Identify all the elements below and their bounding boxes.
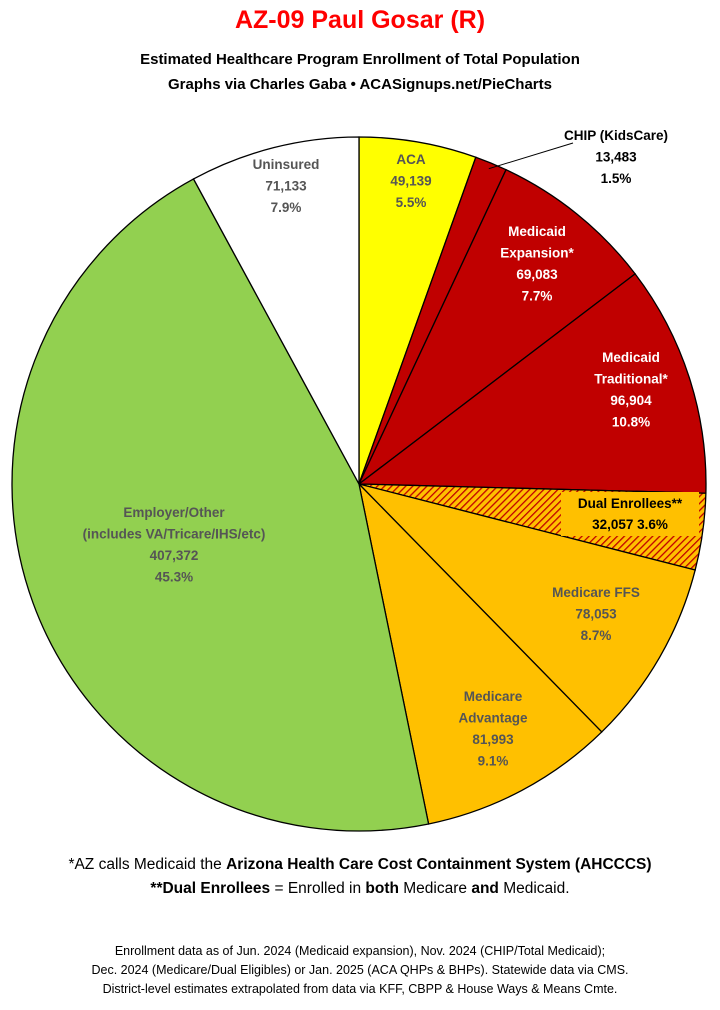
slice-label-line: Medicaid: [508, 224, 566, 239]
data-sources-footer: Enrollment data as of Jun. 2024 (Medicai…: [0, 942, 720, 999]
slice-label-dual-enrollees: Dual Enrollees** 32,057 3.6%: [561, 492, 699, 536]
slice-label-line: Medicaid: [602, 350, 660, 365]
slice-label-line: Dual Enrollees**: [578, 496, 683, 511]
slice-label-line: CHIP (KidsCare): [564, 128, 668, 143]
slice-label-line: Traditional*: [594, 372, 668, 387]
slice-label-medicaid-expansion: Medicaid Expansion* 69,083 7.7%: [500, 224, 574, 304]
footnote-dual-text-1: = Enrolled in: [270, 880, 366, 897]
slice-label-line: 81,993: [472, 732, 514, 747]
pie-slice-medicaid-expansion: [358, 168, 637, 485]
chip-leader-line: [488, 142, 574, 170]
slice-label-medicare-ffs: Medicare FFS 78,053 8.7%: [552, 585, 640, 643]
slice-label-employer-other-includes-va-tricare-ihs-etc: Employer/Other (includes VA/Tricare/IHS/e…: [83, 505, 266, 585]
pie-labels: ACA 49,139 5.5% CHIP (KidsCare) 13,483 1.5% Me…: [83, 128, 699, 769]
footer-line-1: Enrollment data as of Jun. 2024 (Medicai…: [114, 944, 606, 958]
slice-label-line: 71,133: [265, 179, 307, 194]
chart-subtitle: Estimated Healthcare Program Enrollment …: [140, 51, 580, 68]
slice-label-line: 78,053: [575, 607, 617, 622]
chart-credit: Graphs via Charles Gaba • ACASignups.net…: [168, 76, 552, 93]
slice-label-line: 7.9%: [271, 200, 302, 215]
slice-label-line: Uninsured: [253, 157, 320, 172]
footer-line-3: District-level estimates extrapolated fr…: [102, 982, 618, 996]
footnote-dual-enrollees: **Dual Enrollees = Enrolled in both Medi…: [0, 880, 720, 898]
slice-label-line: Medicare FFS: [552, 585, 640, 600]
slice-label-medicare-advantage: Medicare Advantage 81,993 9.1%: [458, 689, 528, 769]
slice-label-line: 8.7%: [581, 628, 612, 643]
slice-label-line: 69,083: [516, 267, 558, 282]
pie-slice-uninsured: [192, 136, 360, 485]
footnote-ahcccs: *AZ calls Medicaid the Arizona Health Ca…: [0, 856, 720, 874]
slice-label-line: Expansion*: [500, 246, 574, 261]
slice-label-uninsured: Uninsured 71,133 7.9%: [253, 157, 320, 215]
slice-label-line: 7.7%: [522, 289, 553, 304]
footer-line-2: Dec. 2024 (Medicare/Dual Eligibles) or J…: [91, 963, 629, 977]
slice-label-line: 407,372: [150, 548, 199, 563]
footnote-dual-both: both: [365, 880, 399, 897]
pie-slices: [11, 136, 707, 832]
pie-slice-medicare-ffs: [356, 482, 696, 733]
slice-label-aca: ACA 49,139 5.5%: [390, 152, 431, 210]
footnote-dual-text-2: Medicare: [398, 880, 472, 897]
slice-label-line: 49,139: [390, 174, 431, 189]
slice-label-line: Medicare: [464, 689, 523, 704]
slice-label-line: 5.5%: [396, 195, 427, 210]
slice-label-line: (includes VA/Tricare/IHS/etc): [83, 527, 266, 542]
slice-label-line: Employer/Other: [123, 505, 225, 520]
slice-label-line: 9.1%: [478, 754, 509, 769]
slice-label-line: 1.5%: [601, 171, 632, 186]
pie-slice-medicaid-traditional: [357, 272, 707, 494]
dual-label-background: [561, 492, 699, 536]
slice-label-line: 13,483: [595, 150, 637, 165]
pie-slice-employer-other-includes-va-tricare-ihs-etc: [11, 178, 430, 832]
slice-label-line: ACA: [396, 152, 425, 167]
slice-label-line: 45.3%: [155, 570, 193, 585]
pie-slice-medicare-advantage: [357, 481, 603, 825]
footnote-dual-text-3: Medicaid.: [498, 880, 570, 897]
slice-label-chip-kidscare: CHIP (KidsCare) 13,483 1.5%: [564, 128, 668, 186]
footnote-dual-term: **Dual Enrollees: [150, 880, 271, 897]
slice-label-line: Advantage: [458, 711, 528, 726]
slice-label-medicaid-traditional: Medicaid Traditional* 96,904 10.8%: [594, 350, 668, 430]
slice-label-line: 10.8%: [612, 415, 650, 430]
slice-label-line: 32,057 3.6%: [592, 517, 668, 532]
slice-label-line: 96,904: [610, 393, 652, 408]
footnote-ahcccs-prefix: *AZ calls Medicaid the: [68, 856, 227, 873]
chart-title: AZ-09 Paul Gosar (R): [234, 6, 486, 34]
footnote-ahcccs-name: Arizona Health Care Cost Containment Sys…: [226, 856, 652, 873]
footnote-dual-and: and: [471, 880, 499, 897]
